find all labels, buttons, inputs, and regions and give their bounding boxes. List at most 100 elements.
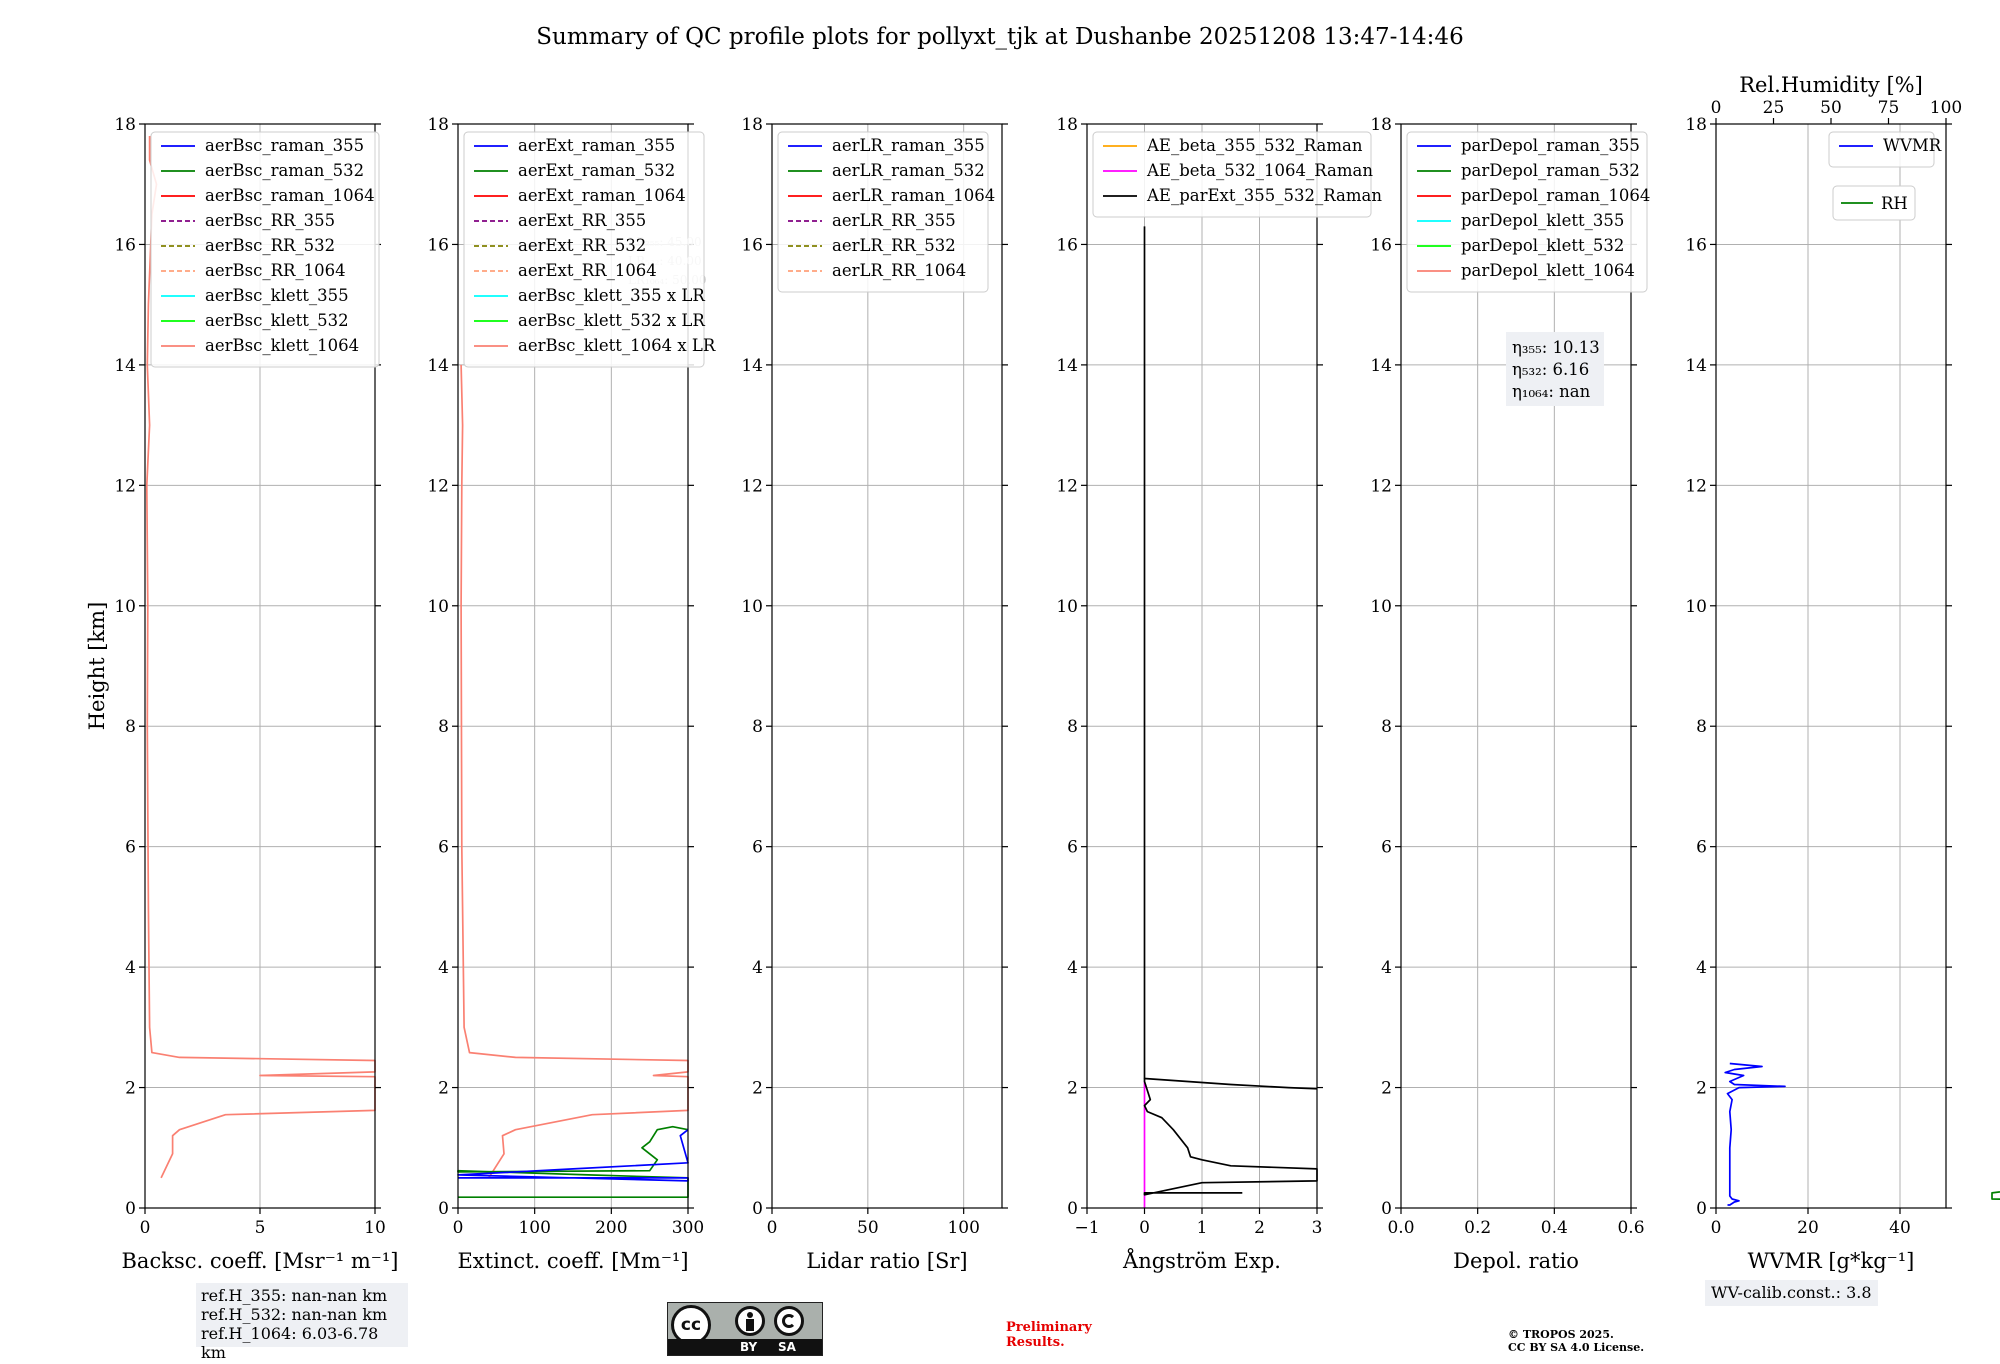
refh-532: ref.H_532: nan-nan km xyxy=(201,1305,388,1324)
ytick-label-6: 6 xyxy=(125,838,136,858)
ytick-label-12: 12 xyxy=(1056,476,1078,496)
legend-box xyxy=(150,131,380,368)
legend-label-4: aerExt_RR_532 xyxy=(518,236,646,255)
xtick-label-40: 40 xyxy=(1889,1218,1911,1238)
ytick-label-0: 0 xyxy=(1381,1199,1392,1219)
cc-icon: cc xyxy=(671,1305,711,1345)
legend-label-4: parDepol_klett_532 xyxy=(1461,236,1624,255)
legend-label-8: aerBsc_klett_1064 x LR xyxy=(518,336,716,355)
eta-box-bg xyxy=(1506,332,1604,406)
ytick-label-2: 2 xyxy=(1381,1079,1392,1099)
series-aerbsc-klett-1064 x lr xyxy=(460,364,689,1179)
xtick-label-0: 0 xyxy=(767,1218,778,1238)
ytick-label-12: 12 xyxy=(114,476,136,496)
by-label: BY xyxy=(740,1340,758,1354)
xtick-label-100: 100 xyxy=(518,1218,550,1238)
legend-label-6: aerBsc_klett_355 x LR xyxy=(518,286,705,305)
ytick-label-10: 10 xyxy=(1056,597,1078,617)
x-axis-label: Depol. ratio xyxy=(1453,1249,1579,1273)
ytick-label-2: 2 xyxy=(438,1079,449,1099)
axes-frame xyxy=(1400,123,1632,1209)
series-aerext-raman-355 xyxy=(457,1129,689,1182)
xtick-label-5: 5 xyxy=(255,1218,266,1238)
legend: AE_beta_355_532_Raman AE_beta_532_1064_Ra… xyxy=(1092,131,1382,218)
series-rh xyxy=(1991,1190,2000,1201)
ytick-label-2: 2 xyxy=(1067,1079,1078,1099)
legend: parDepol_raman_355 parDepol_raman_532 parD… xyxy=(1406,131,1650,293)
xtick-label--1: −1 xyxy=(1074,1218,1099,1238)
legend-label-2: aerExt_raman_1064 xyxy=(518,186,686,205)
series-aerext-raman-532 xyxy=(457,1125,689,1199)
legend-rh-box xyxy=(1832,185,1916,221)
ytick-label-16: 16 xyxy=(427,235,449,255)
ytick-label-4: 4 xyxy=(1696,958,1707,978)
xtick-label-0: 0 xyxy=(1139,1218,1150,1238)
ytick-label-10: 10 xyxy=(114,597,136,617)
legend-box xyxy=(777,131,989,293)
legend-label-4: aerBsc_RR_532 xyxy=(205,236,335,255)
ytick-label-14: 14 xyxy=(741,356,763,376)
legend-label-3: parDepol_klett_355 xyxy=(1461,211,1624,230)
xtick-label-0.4: 0.4 xyxy=(1541,1218,1568,1238)
legend-label-5: parDepol_klett_1064 xyxy=(1461,261,1635,280)
legend-label-7: aerBsc_klett_532 xyxy=(205,311,349,330)
ytick-label-6: 6 xyxy=(438,838,449,858)
xtick-label-20: 20 xyxy=(1797,1218,1819,1238)
ytick-label-8: 8 xyxy=(1067,717,1078,737)
sa-label: SA xyxy=(778,1340,796,1354)
ytick-label-8: 8 xyxy=(1381,717,1392,737)
ytick-label-18: 18 xyxy=(1370,115,1392,135)
ytick-label-16: 16 xyxy=(114,235,136,255)
legend-box xyxy=(1092,131,1372,218)
ytick-label-2: 2 xyxy=(125,1079,136,1099)
ytick-label-12: 12 xyxy=(427,476,449,496)
cc-text: cc xyxy=(680,1315,702,1335)
legend-label-3: aerBsc_RR_355 xyxy=(205,211,335,230)
ytick-label-6: 6 xyxy=(1696,838,1707,858)
xtick-label-300: 300 xyxy=(672,1218,704,1238)
ytick-label-8: 8 xyxy=(125,717,136,737)
legend-box xyxy=(463,131,705,368)
legend-label-5: aerExt_RR_1064 xyxy=(518,261,657,280)
xtick-label-0: 0.0 xyxy=(1387,1218,1414,1238)
ytick-label-16: 16 xyxy=(741,235,763,255)
ytick-label-10: 10 xyxy=(1370,597,1392,617)
legend: aerBsc_raman_355 aerBsc_raman_532 aerBsc_r… xyxy=(150,131,380,368)
ytick-label-4: 4 xyxy=(438,958,449,978)
panel-lr: 0 2 4 6 8 10 12 14 16 18 0 50 100 Lidar ratio [Sr] aer… xyxy=(741,115,1008,1273)
legend-label-2: aerBsc_raman_1064 xyxy=(205,186,375,205)
legend-label-0: parDepol_raman_355 xyxy=(1461,136,1640,155)
legend-label-5: aerBsc_RR_1064 xyxy=(205,261,346,280)
ytick-label-18: 18 xyxy=(1685,115,1707,135)
wv-calib-text: WV-calib.const.: 3.8 xyxy=(1711,1283,1872,1302)
xtick-label-100: 100 xyxy=(947,1218,979,1238)
xtick-label-2: 2 xyxy=(1254,1218,1265,1238)
ytick-label-8: 8 xyxy=(1696,717,1707,737)
by-person-icon xyxy=(735,1306,765,1336)
ytick-label-6: 6 xyxy=(752,838,763,858)
ytick-label-12: 12 xyxy=(741,476,763,496)
xtick-label-0: 0 xyxy=(1711,1218,1722,1238)
legend-label-1: aerLR_raman_532 xyxy=(832,161,985,180)
copyright-line-2: CC BY SA 4.0 License. xyxy=(1508,1341,1645,1354)
x-axis-label: Ångström Exp. xyxy=(1122,1248,1281,1273)
ytick-label-16: 16 xyxy=(1685,235,1707,255)
copyright-line-1: © TROPOS 2025. xyxy=(1508,1328,1614,1341)
xtick-label-10: 10 xyxy=(364,1218,386,1238)
series-ae-parext-355-532-raman xyxy=(1143,1077,1318,1196)
ytick-label-2: 2 xyxy=(1696,1079,1707,1099)
ytick-label-4: 4 xyxy=(125,958,136,978)
ytick-label-10: 10 xyxy=(741,597,763,617)
ytick-label-14: 14 xyxy=(114,356,136,376)
ytick-label-8: 8 xyxy=(752,717,763,737)
legend-label-1: aerExt_raman_532 xyxy=(518,161,675,180)
legend-label-1: parDepol_raman_532 xyxy=(1461,161,1640,180)
ytick-label-6: 6 xyxy=(1067,838,1078,858)
y-axis-label: Height [km] xyxy=(85,602,109,731)
ytick-label-2: 2 xyxy=(752,1079,763,1099)
legend-label-2: AE_parExt_355_532_Raman xyxy=(1146,186,1382,205)
x-axis-label: Backsc. coeff. [Msr⁻¹ m⁻¹] xyxy=(122,1249,399,1273)
preliminary-line-2: Results. xyxy=(1006,1335,1065,1350)
